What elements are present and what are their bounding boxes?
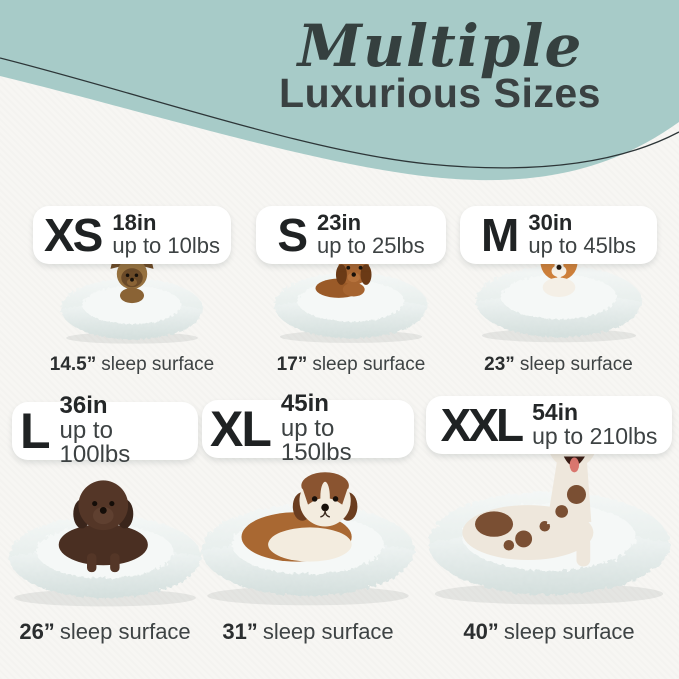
size-pill-s: S 23in up to 25lbs — [256, 206, 446, 264]
capacity-label: up to 45lbs — [528, 233, 636, 258]
size-pill-xs: XS 18in up to 10lbs — [33, 206, 231, 264]
sleep-surface-caption: 14.5” sleep surface — [33, 354, 231, 376]
surface-label: sleep surface — [101, 354, 215, 375]
size-card-xxl: XXL 54in up to 210lbs — [426, 396, 672, 645]
diameter-label: 45in — [280, 389, 329, 417]
surface-size: 40” — [463, 619, 499, 644]
donut-bed-with-saint-bernard — [201, 472, 415, 606]
dog-bed-photo-xs — [56, 252, 208, 350]
size-pill-l: L 36in up to 100lbs — [12, 393, 198, 467]
size-meta: 23in up to 25lbs — [317, 210, 425, 258]
diameter-label: 36in — [59, 391, 108, 419]
surface-label: sleep surface — [59, 619, 191, 644]
size-meta: 36in up to 100lbs — [59, 391, 190, 469]
dog-bed-photo-l — [2, 471, 208, 615]
donut-bed-with-labrador — [9, 480, 201, 607]
diameter-label: 30in — [528, 210, 573, 236]
sleep-surface-caption: 26” sleep surface — [12, 619, 198, 645]
header-wave-fill — [0, 0, 679, 181]
size-code: XS — [43, 209, 103, 261]
size-card-xl: XL 45in up to 150lbs — [201, 391, 415, 645]
surface-label: sleep surface — [262, 619, 394, 644]
surface-size: 14.5” — [49, 354, 97, 375]
diameter-label: 18in — [112, 210, 157, 236]
capacity-label: up to 150lbs — [280, 414, 352, 467]
size-meta: 30in up to 45lbs — [528, 210, 636, 258]
size-pill-xl: XL 45in up to 150lbs — [202, 391, 414, 465]
size-card-s: S 23in up to 25lbs — [256, 206, 446, 376]
surface-size: 17” — [276, 354, 308, 375]
surface-size: 31” — [222, 619, 258, 644]
header-wave — [0, 0, 679, 181]
size-card-m: M 30in up to 45lbs — [460, 206, 657, 376]
diameter-label: 54in — [532, 399, 579, 426]
surface-label: sleep surface — [519, 354, 633, 375]
surface-size: 23” — [484, 354, 515, 375]
size-pill-m: M 30in up to 45lbs — [460, 206, 657, 264]
donut-bed-with-yorkie — [61, 252, 203, 344]
size-code: XXL — [440, 399, 524, 451]
dog-bed-photo-s — [269, 247, 433, 350]
size-code: L — [20, 403, 51, 459]
capacity-label: up to 100lbs — [59, 416, 131, 469]
capacity-label: up to 10lbs — [112, 233, 220, 258]
saint-bernard-dog — [241, 472, 358, 562]
sleep-surface-caption: 17” sleep surface — [256, 354, 446, 376]
sleep-surface-caption: 31” sleep surface — [202, 619, 414, 645]
size-card-xs: XS 18in up to 10lbs — [33, 206, 231, 376]
dachshund-dog — [315, 253, 372, 298]
dog-bed-photo-m — [470, 230, 648, 350]
size-card-l: L 36in up to 100lbs — [9, 393, 201, 645]
dog-bed-photo-xl — [194, 455, 422, 615]
surface-label: sleep surface — [312, 354, 426, 375]
dog-bed-photo-xxl — [422, 419, 676, 615]
size-pill-xxl: XXL 54in up to 210lbs — [426, 396, 672, 454]
size-code: XL — [210, 401, 272, 457]
surface-size: 26” — [19, 619, 55, 644]
size-code: M — [481, 209, 519, 261]
donut-bed-with-dachshund — [274, 253, 428, 343]
chocolate-labrador-dog — [58, 480, 148, 573]
capacity-label: up to 25lbs — [317, 233, 425, 258]
surface-label: sleep surface — [503, 619, 635, 644]
sleep-surface-caption: 23” sleep surface — [460, 354, 657, 376]
size-meta: 54in up to 210lbs — [532, 399, 658, 449]
capacity-label: up to 210lbs — [532, 423, 658, 449]
sleep-surface-caption: 40” sleep surface — [426, 619, 672, 645]
diameter-label: 23in — [317, 210, 362, 236]
donut-bed-with-corgi — [475, 230, 642, 343]
size-meta: 18in up to 10lbs — [112, 210, 220, 258]
size-meta: 45in up to 150lbs — [280, 389, 406, 467]
donut-bed-with-great-dane — [428, 419, 670, 605]
size-code: S — [277, 209, 308, 261]
header-wave-line — [0, 57, 679, 169]
